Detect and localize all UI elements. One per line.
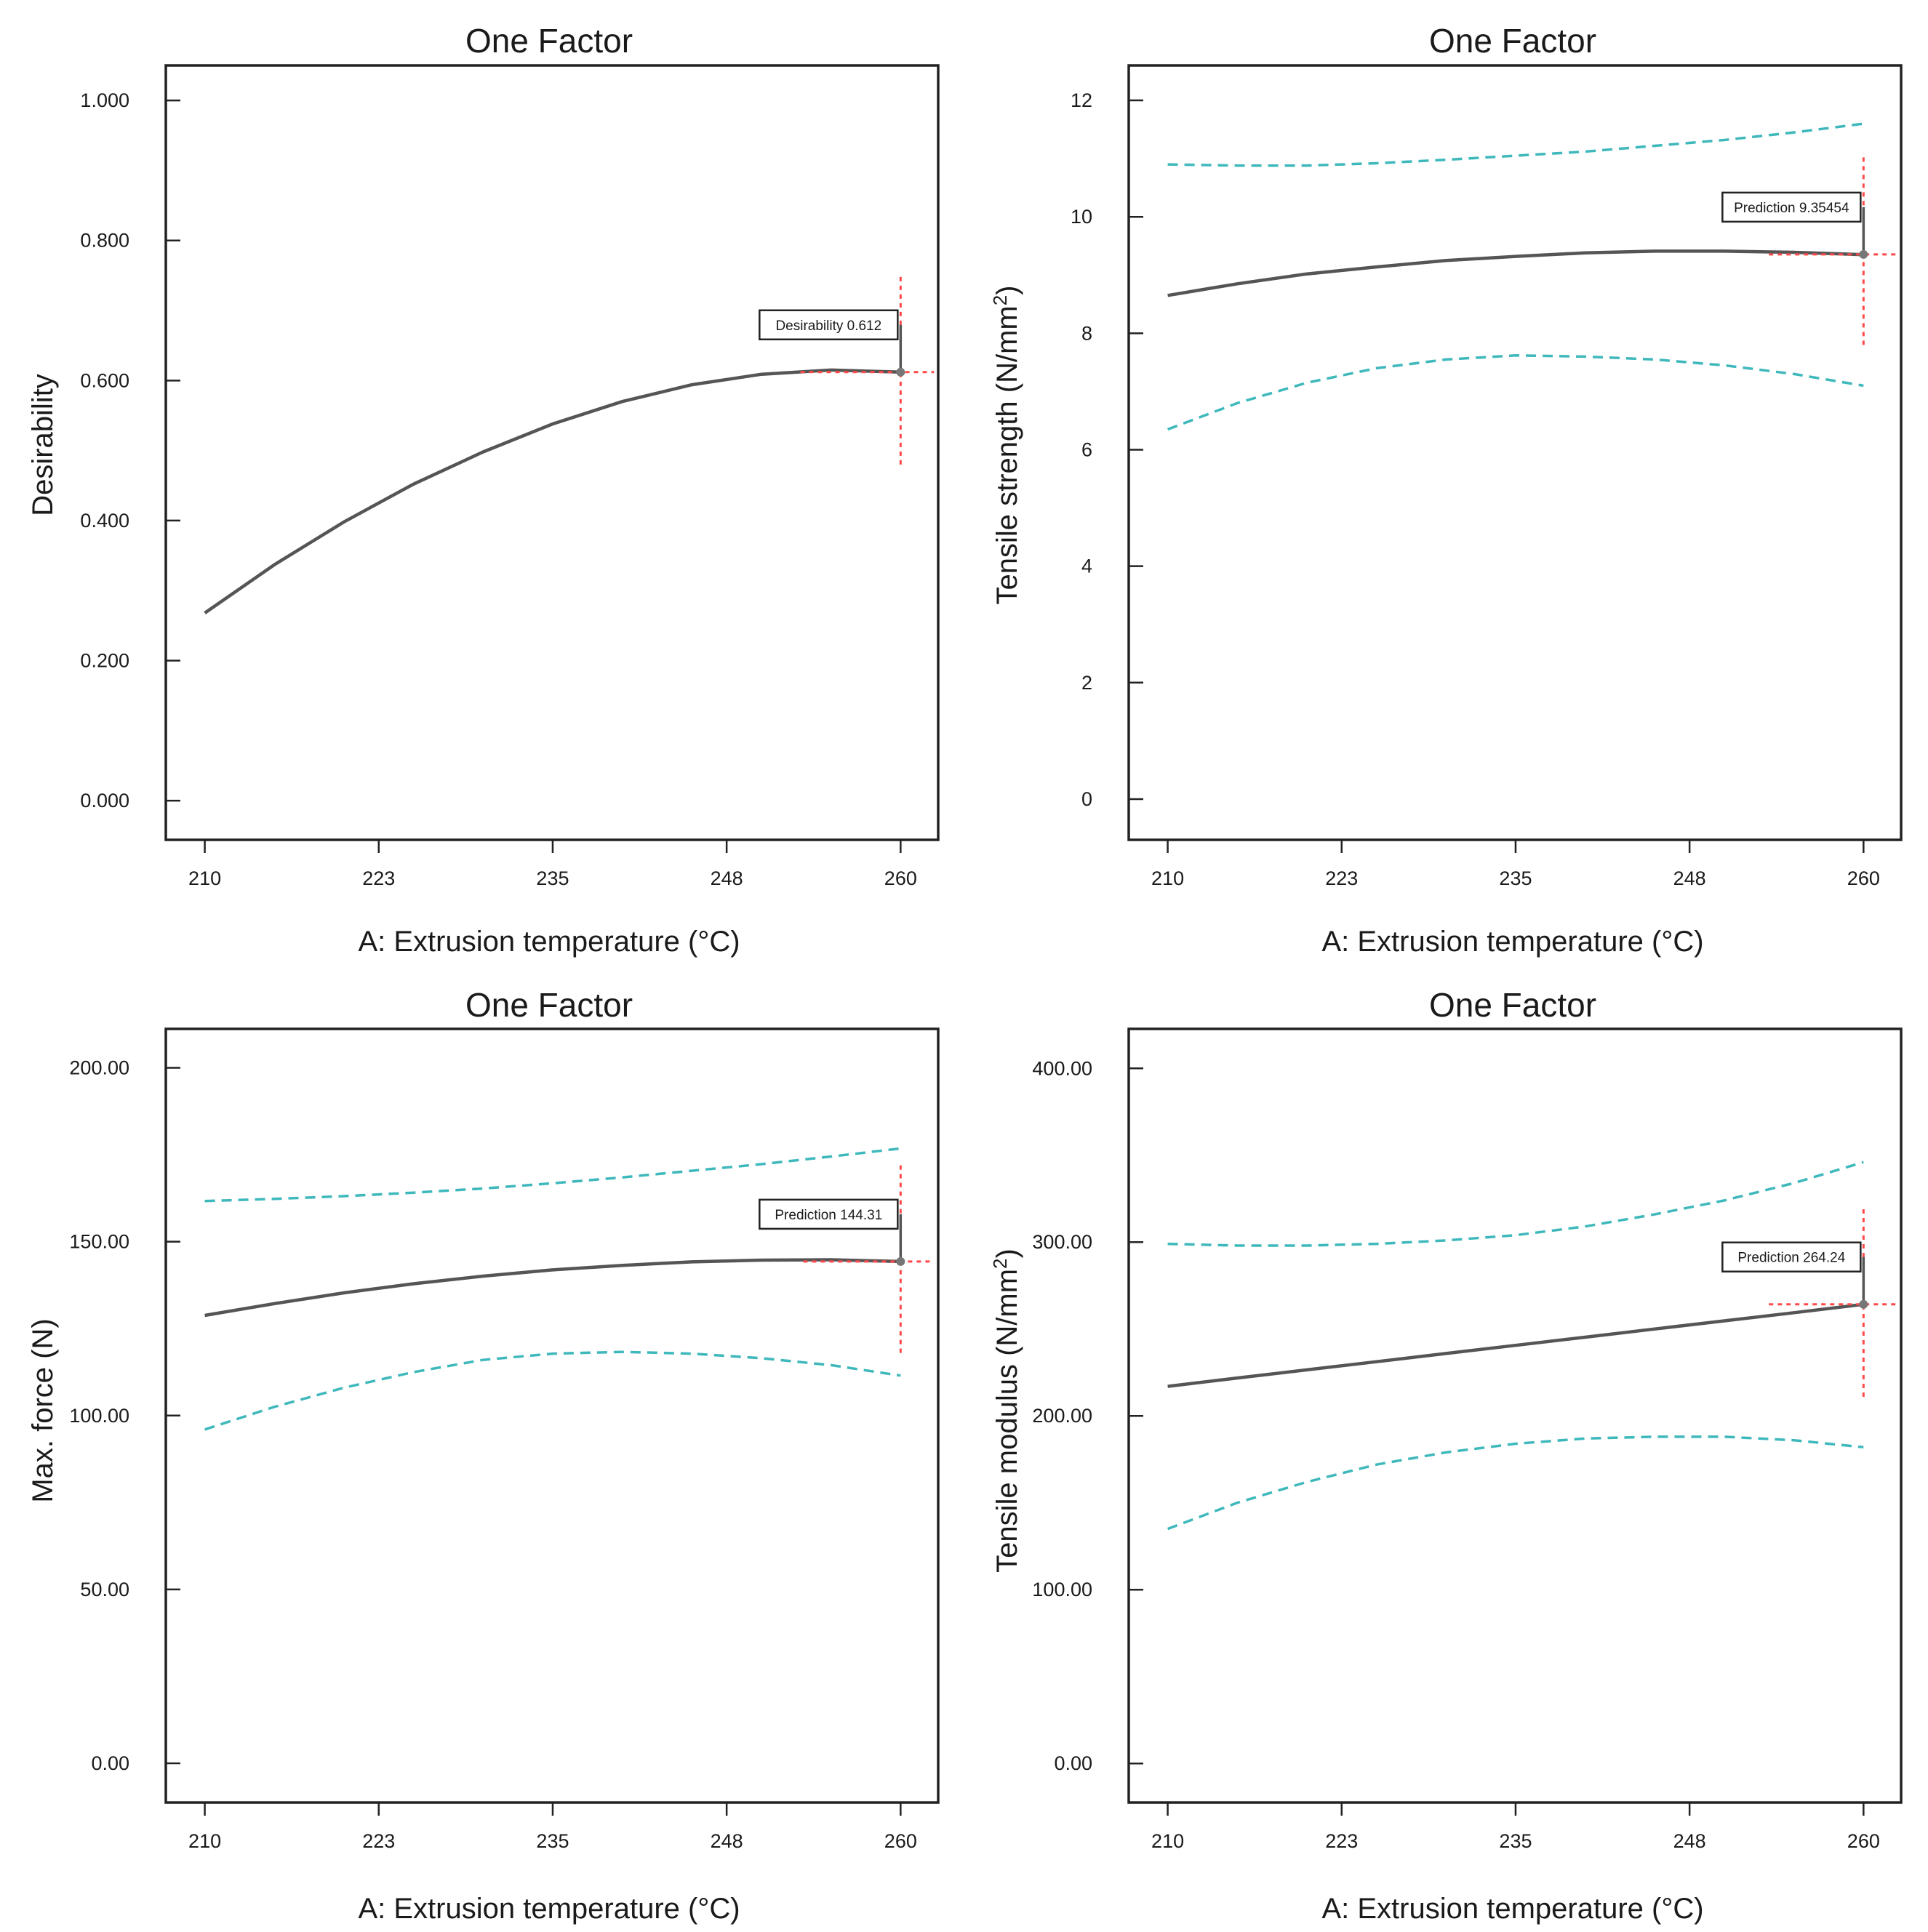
x-axis-label: A: Extrusion temperature (°C) bbox=[358, 1893, 740, 1925]
chart-title: One Factor bbox=[465, 22, 633, 60]
y-tick-label: 400.00 bbox=[1032, 1057, 1092, 1079]
prediction-marker bbox=[896, 367, 905, 377]
plot-frame bbox=[1127, 64, 1903, 841]
x-tick-label: 260 bbox=[1847, 867, 1880, 889]
x-tick-label: 235 bbox=[536, 867, 569, 889]
x-tick-label: 210 bbox=[188, 1830, 221, 1852]
x-tick-label: 235 bbox=[1499, 1830, 1532, 1852]
ci-upper-line bbox=[204, 1147, 901, 1203]
y-tick-label: 100.00 bbox=[69, 1405, 129, 1427]
x-tick-label: 248 bbox=[1673, 867, 1706, 889]
y-tick-label: 8 bbox=[1081, 322, 1092, 344]
ci-lower-line bbox=[1167, 1435, 1864, 1531]
y-tick-label: 200.00 bbox=[1032, 1405, 1092, 1427]
x-tick-label: 210 bbox=[1151, 1830, 1184, 1852]
y-tick-label: 150.00 bbox=[69, 1231, 129, 1253]
y-tick-label: 100.00 bbox=[1032, 1579, 1092, 1600]
y-tick-label: 12 bbox=[1071, 89, 1092, 111]
prediction-line bbox=[204, 1258, 901, 1318]
x-tick-label: 260 bbox=[1847, 1830, 1880, 1852]
x-tick-label: 210 bbox=[1151, 867, 1184, 889]
x-tick-label: 260 bbox=[884, 867, 917, 889]
y-tick-label: 0.000 bbox=[80, 790, 129, 811]
ci-lower-line bbox=[204, 1350, 901, 1431]
chart-title: One Factor bbox=[1429, 22, 1596, 60]
x-tick-label: 223 bbox=[362, 867, 395, 889]
prediction-line bbox=[1167, 249, 1864, 297]
y-tick-label: 300.00 bbox=[1032, 1231, 1092, 1253]
plot-frame bbox=[1127, 1027, 1903, 1804]
y-tick-label: 0.800 bbox=[80, 230, 129, 252]
y-tick-label: 0 bbox=[1081, 788, 1092, 810]
annotation-label: Prediction 264.24 bbox=[1737, 1251, 1845, 1266]
x-tick-label: 223 bbox=[1325, 1830, 1358, 1852]
x-axis-label: A: Extrusion temperature (°C) bbox=[1321, 926, 1703, 958]
x-tick-label: 223 bbox=[1325, 867, 1358, 889]
y-tick-label: 1.000 bbox=[80, 89, 129, 111]
x-tick-label: 223 bbox=[362, 1830, 395, 1852]
prediction-line bbox=[204, 368, 901, 614]
prediction-marker bbox=[1859, 249, 1868, 259]
x-tick-label: 210 bbox=[188, 867, 221, 889]
y-axis-label: Max. force (N) bbox=[27, 1318, 59, 1502]
chart-title: One Factor bbox=[1429, 986, 1596, 1024]
annotation-label: Prediction 144.31 bbox=[775, 1208, 882, 1223]
ci-upper-line bbox=[1167, 1161, 1864, 1247]
y-axis-label: Tensile modulus (N/mm2) bbox=[989, 1248, 1023, 1573]
x-tick-label: 235 bbox=[1499, 867, 1532, 889]
desirability-chart: One Factor A: Extrusion temperature (°C)… bbox=[27, 22, 940, 958]
annotation-box bbox=[759, 1198, 899, 1230]
y-tick-label: 200.00 bbox=[69, 1057, 129, 1079]
x-tick-label: 235 bbox=[536, 1830, 569, 1852]
tensile-strength-chart: One Factor A: Extrusion temperature (°C)… bbox=[989, 22, 1903, 958]
ci-lower-line bbox=[1167, 354, 1864, 431]
x-axis-label: A: Extrusion temperature (°C) bbox=[358, 926, 740, 958]
y-tick-label: 2 bbox=[1081, 672, 1092, 694]
annotation-label: Prediction 9.35454 bbox=[1734, 201, 1849, 216]
max-force-chart: One Factor A: Extrusion temperature (°C)… bbox=[27, 986, 940, 1925]
y-tick-label: 0.00 bbox=[91, 1752, 129, 1774]
y-axis-label: Desirability bbox=[27, 374, 59, 516]
y-tick-label: 10 bbox=[1071, 206, 1092, 228]
y-tick-label: 50.00 bbox=[80, 1579, 129, 1600]
prediction-marker bbox=[1859, 1299, 1868, 1309]
y-tick-label: 0.200 bbox=[80, 649, 129, 671]
annotation-box bbox=[1721, 1241, 1862, 1272]
tensile-modulus-chart: One Factor A: Extrusion temperature (°C)… bbox=[989, 986, 1903, 1925]
chart-title: One Factor bbox=[465, 986, 633, 1024]
y-axis-label: Tensile strength (N/mm2) bbox=[989, 285, 1023, 604]
x-tick-label: 260 bbox=[884, 1830, 917, 1852]
annotation-label: Desirability 0.612 bbox=[775, 318, 881, 334]
y-tick-label: 0.600 bbox=[80, 369, 129, 391]
plot-frame bbox=[164, 64, 940, 841]
annotation-box bbox=[1721, 191, 1862, 223]
annotation-box bbox=[759, 309, 899, 341]
y-tick-label: 0.400 bbox=[80, 510, 129, 532]
prediction-line bbox=[1167, 1302, 1864, 1388]
ci-upper-line bbox=[1167, 122, 1864, 167]
y-tick-label: 6 bbox=[1081, 438, 1092, 460]
x-axis-label: A: Extrusion temperature (°C) bbox=[1321, 1893, 1703, 1925]
plot-frame bbox=[164, 1027, 940, 1804]
y-tick-label: 0.00 bbox=[1054, 1752, 1092, 1774]
prediction-marker bbox=[896, 1256, 905, 1266]
x-tick-label: 248 bbox=[711, 1830, 743, 1852]
x-tick-label: 248 bbox=[1673, 1830, 1706, 1852]
y-tick-label: 4 bbox=[1081, 556, 1092, 577]
x-tick-label: 248 bbox=[711, 867, 743, 889]
